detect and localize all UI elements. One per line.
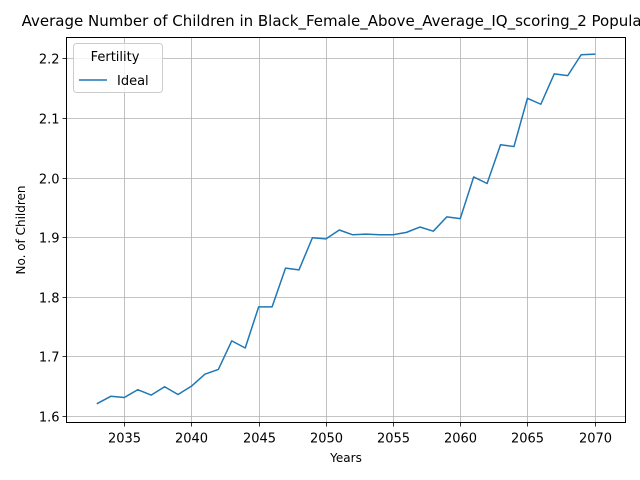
plot-area-frame (66, 37, 626, 423)
x-tick-label: 2040 (175, 432, 208, 447)
legend: Fertility Ideal (73, 43, 163, 93)
y-tick-label: 2.0 (39, 173, 60, 188)
grid (66, 37, 626, 423)
x-axis-label: Years (329, 451, 362, 465)
y-tick-label: 2.1 (39, 113, 60, 128)
series-line-ideal (96, 53, 596, 405)
y-tick-label: 2.2 (39, 53, 60, 68)
y-axis-ticks: 1.6 1.7 1.8 1.9 2.0 2.1 2.2 (39, 53, 67, 426)
y-tick-label: 1.6 (39, 411, 60, 426)
y-tick-label: 1.8 (39, 292, 60, 307)
x-tick-label: 2065 (511, 432, 544, 447)
x-axis-ticks: 2035 2040 2045 2050 2055 2060 2065 2070 (108, 422, 612, 447)
y-tick-label: 1.7 (39, 351, 60, 366)
chart-title: Average Number of Children in Black_Fema… (22, 12, 640, 31)
x-tick-label: 2055 (377, 432, 410, 447)
y-tick-label: 1.9 (39, 232, 60, 247)
legend-title: Fertility (91, 50, 140, 65)
x-tick-label: 2045 (243, 432, 276, 447)
legend-label-ideal: Ideal (117, 74, 149, 89)
series-layer (96, 53, 596, 405)
y-axis-label: No. of Children (14, 185, 28, 274)
x-tick-label: 2060 (444, 432, 477, 447)
x-tick-label: 2035 (108, 432, 141, 447)
x-tick-label: 2050 (310, 432, 343, 447)
x-tick-label: 2070 (579, 432, 612, 447)
